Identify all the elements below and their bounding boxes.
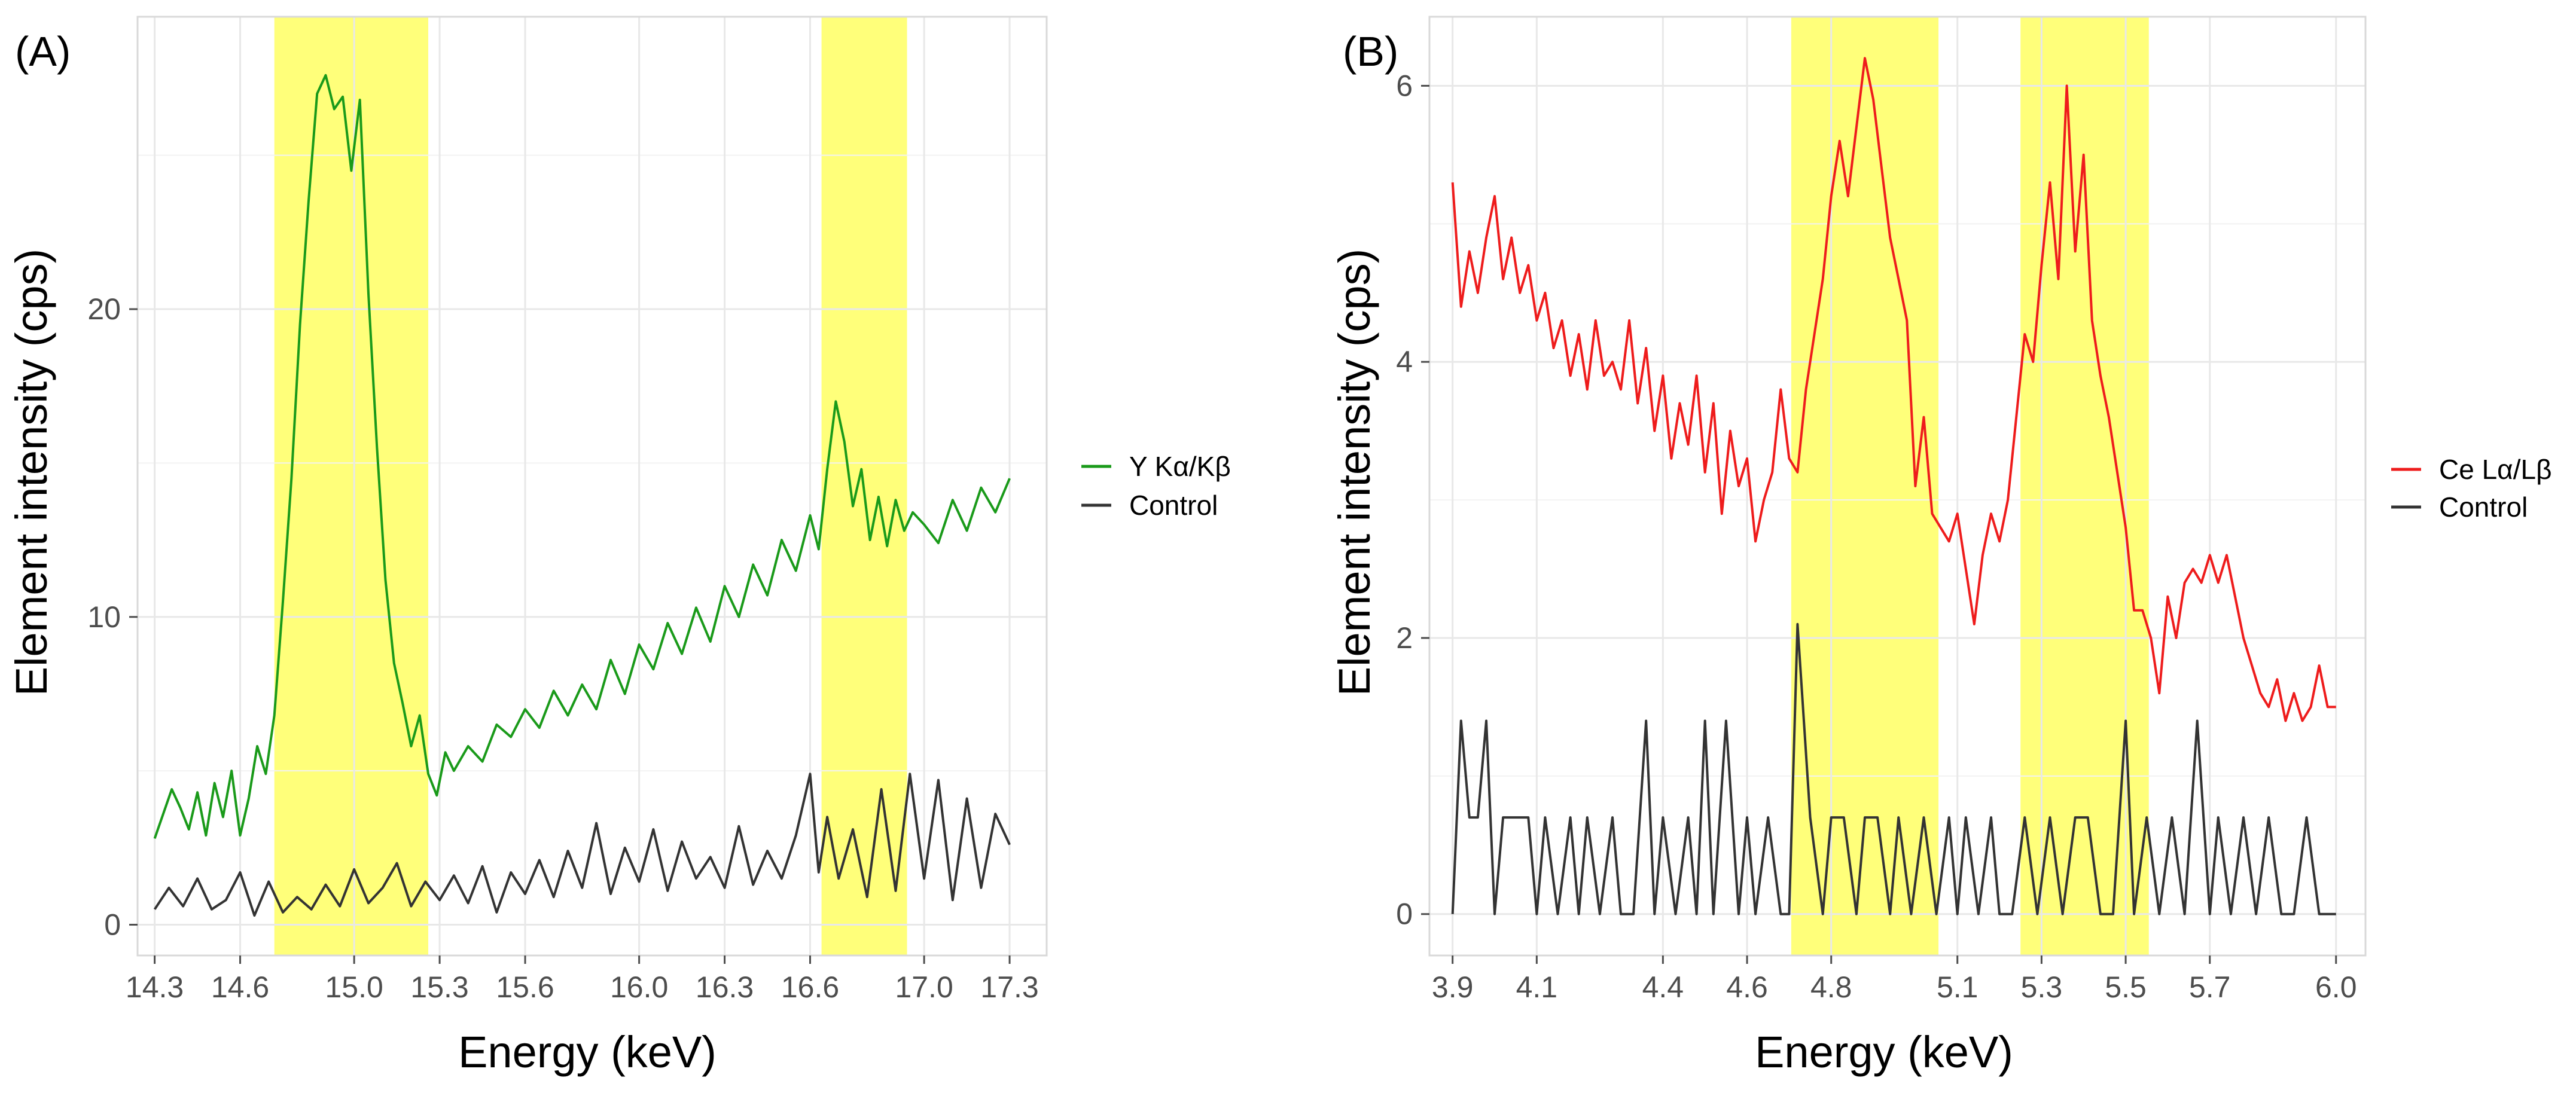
x-tick-label: 4.1 — [1516, 970, 1558, 1004]
highlight-band-a-1 — [274, 17, 429, 955]
plot-border-b — [1428, 16, 2367, 957]
x-tick-label: 4.4 — [1642, 970, 1684, 1004]
x-axis-title-b: Energy (keV) — [1755, 1027, 2013, 1077]
series-line-b-control — [1451, 622, 2336, 915]
series-line-a-control — [153, 773, 1011, 917]
y-ticks-a: 0 10 20 — [87, 292, 138, 942]
x-tick-label: 15.0 — [325, 970, 383, 1004]
legend-label-ce-la-lb: Ce Lα/Lβ — [2439, 454, 2552, 485]
x-tick-label: 16.3 — [696, 970, 754, 1004]
x-ticks-a: 14.3 14.6 15.0 15.3 15.6 16.0 16.3 16.6 17.0 17.3 — [126, 955, 1039, 1004]
legend-label-y-ka-kb: Y Kα/Kβ — [1129, 451, 1231, 482]
highlight-bands-b — [1791, 17, 2149, 955]
x-tick-label: 14.6 — [211, 970, 269, 1004]
x-tick-label: 4.6 — [1726, 970, 1768, 1004]
legend-label-control-b: Control — [2439, 491, 2528, 523]
x-tick-label: 16.0 — [610, 970, 668, 1004]
y-tick-label: 0 — [1396, 897, 1413, 931]
y-tick-label: 6 — [1396, 69, 1413, 102]
x-axis-title-a: Energy (keV) — [458, 1027, 717, 1077]
series-line-b-signal — [1451, 57, 2336, 722]
x-tick-label: 5.1 — [1937, 970, 1979, 1004]
y-axis-title-b: Element intensity (cps) — [1330, 249, 1379, 697]
y-tick-label: 0 — [104, 908, 121, 942]
x-tick-label: 14.3 — [126, 970, 184, 1004]
y-axis-title-a: Element intensity (cps) — [7, 249, 56, 697]
y-tick-label: 4 — [1396, 345, 1413, 378]
x-ticks-b: 3.9 4.1 4.4 4.6 4.8 5.1 5.3 5.5 5.7 6.0 — [1432, 955, 2357, 1004]
y-tick-label: 20 — [87, 292, 121, 326]
x-tick-label: 17.3 — [980, 970, 1038, 1004]
x-tick-label: 6.0 — [2315, 970, 2357, 1004]
y-ticks-b: 0 2 4 6 — [1396, 69, 1429, 931]
x-tick-label: 4.8 — [1810, 970, 1852, 1004]
gridlines-a — [138, 17, 1047, 955]
panel-label-a: (A) — [15, 28, 71, 75]
plot-border-a — [136, 16, 1048, 957]
legend-label-control-a: Control — [1129, 490, 1218, 521]
y-tick-label: 10 — [87, 600, 121, 634]
series-line-a-signal — [153, 74, 1011, 839]
x-tick-label: 16.6 — [781, 970, 839, 1004]
x-tick-label: 5.7 — [2189, 970, 2231, 1004]
x-tick-label: 3.9 — [1432, 970, 1474, 1004]
highlight-bands-a — [274, 17, 907, 955]
chart-panel-a: (A) Element intensity (cps) Energy (keV)… — [7, 16, 1231, 1077]
series-lines-a — [153, 74, 1011, 917]
panel-label-b: (B) — [1343, 28, 1398, 75]
x-tick-label: 17.0 — [895, 970, 953, 1004]
x-tick-label: 15.6 — [496, 970, 554, 1004]
legend-b: Ce Lα/Lβ Control — [2391, 454, 2552, 523]
x-tick-label: 15.3 — [410, 970, 468, 1004]
series-lines-b — [1451, 57, 2336, 915]
chart-panel-b: (B) Element intensity (cps) Energy (keV)… — [1330, 16, 2552, 1077]
y-tick-label: 2 — [1396, 621, 1413, 655]
x-tick-label: 5.5 — [2105, 970, 2147, 1004]
highlight-band-b-1 — [1791, 17, 1939, 955]
legend-a: Y Kα/Kβ Control — [1081, 451, 1231, 521]
x-tick-label: 5.3 — [2021, 970, 2063, 1004]
